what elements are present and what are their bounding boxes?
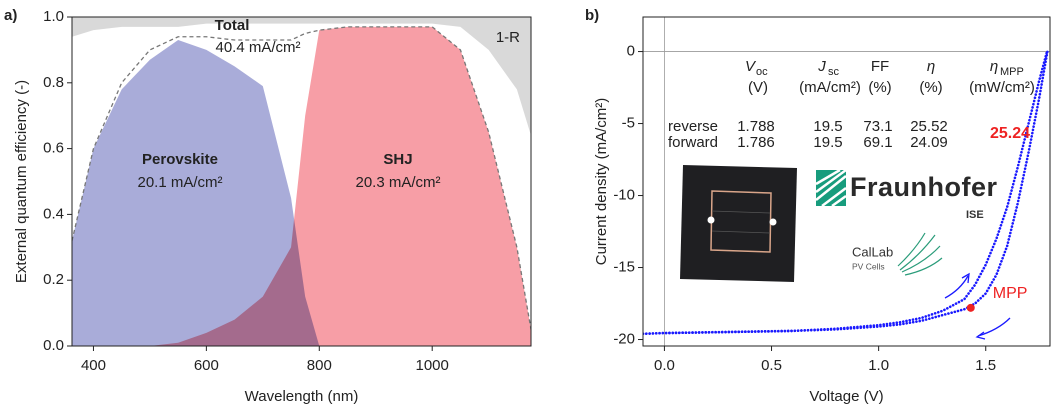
row-label: reverse: [668, 118, 718, 135]
eqe-area: [72, 26, 531, 346]
x-tick-label: 1.5: [975, 357, 996, 374]
table-cell: 1.788: [737, 118, 775, 135]
y-axis-title: Current density (mA/cm²): [593, 98, 610, 266]
table-cell: 73.1: [863, 118, 892, 135]
row-label: forward: [668, 134, 718, 151]
x-tick-label: 0.0: [654, 357, 675, 374]
fraunhofer-icon: [815, 168, 847, 208]
eqe-area: [72, 17, 531, 136]
plot-frame: [71, 16, 532, 347]
logo-text: Fraunhofer: [850, 172, 998, 202]
scan-arrow: [944, 272, 1011, 340]
column-sub: MPP: [1000, 66, 1024, 78]
column-symbol: η: [927, 58, 935, 75]
y-tick-label: 1.0: [43, 8, 64, 25]
series-annotation: 20.1 mA/cm²: [137, 174, 222, 191]
y-tick-label: 0.0: [43, 337, 64, 354]
column-unit: (mW/cm²): [969, 79, 1035, 96]
mpp-point: [966, 303, 975, 312]
x-tick-label: 800: [307, 357, 332, 374]
y-tick-label: 0.8: [43, 74, 64, 91]
logo-text: CalLab: [852, 244, 893, 259]
mpp-label: MPP: [993, 285, 1028, 302]
panel-label: b): [585, 7, 599, 24]
x-tick-label: 1000: [416, 357, 449, 374]
y-tick-label: 0.6: [43, 140, 64, 157]
column-sub: oc: [756, 66, 768, 78]
series-annotation: 40.4 mA/cm²: [215, 39, 300, 56]
x-axis-title: Voltage (V): [809, 388, 883, 405]
y-tick-label: -5: [622, 115, 635, 132]
series-annotation: 20.3 mA/cm²: [355, 174, 440, 191]
cell-photo: [680, 165, 797, 282]
column-symbol: η: [990, 58, 998, 75]
column-sub: sc: [828, 66, 840, 78]
logo-text: PV Cells: [852, 261, 885, 271]
y-tick-label: -20: [613, 330, 635, 347]
x-tick-label: 1.0: [868, 357, 889, 374]
table-cell: 19.5: [813, 134, 842, 151]
logo-text: ISE: [966, 209, 984, 221]
column-unit: (V): [748, 79, 768, 96]
table-cell: 69.1: [863, 134, 892, 151]
column-symbol: J: [817, 58, 826, 75]
column-symbol: FF: [871, 58, 889, 75]
column-unit: (mA/cm²): [799, 79, 861, 96]
column-symbol: V: [745, 58, 757, 75]
x-tick-label: 400: [81, 357, 106, 374]
series-label: Total: [215, 17, 250, 34]
table-cell: 1.786: [737, 134, 775, 151]
callab-icon: [897, 232, 943, 276]
table-cell: 24.09: [910, 134, 948, 151]
series-label: Perovskite: [142, 151, 218, 168]
y-tick-label: 0: [627, 43, 635, 60]
column-unit: (%): [868, 79, 891, 96]
x-axis-title: Wavelength (nm): [245, 388, 359, 405]
table-cell: 25.52: [910, 118, 948, 135]
table-cell: 25.24: [990, 125, 1030, 142]
x-tick-label: 0.5: [761, 357, 782, 374]
y-tick-label: -15: [613, 258, 635, 275]
y-tick-label: 0.2: [43, 271, 64, 288]
y-axis-title: External quantum efficiency (-): [13, 80, 30, 283]
plot-frame: [642, 16, 1051, 347]
total-line: [72, 26, 531, 330]
y-tick-label: -10: [613, 187, 635, 204]
x-tick-label: 600: [194, 357, 219, 374]
table-cell: 19.5: [813, 118, 842, 135]
column-unit: (%): [919, 79, 942, 96]
y-tick-label: 0.4: [43, 205, 64, 222]
series-label: 1-R: [496, 29, 520, 46]
eqe-area: [72, 40, 531, 346]
series-label: SHJ: [383, 151, 412, 168]
jv-curve: [643, 50, 1049, 336]
panel-label: a): [4, 7, 17, 24]
